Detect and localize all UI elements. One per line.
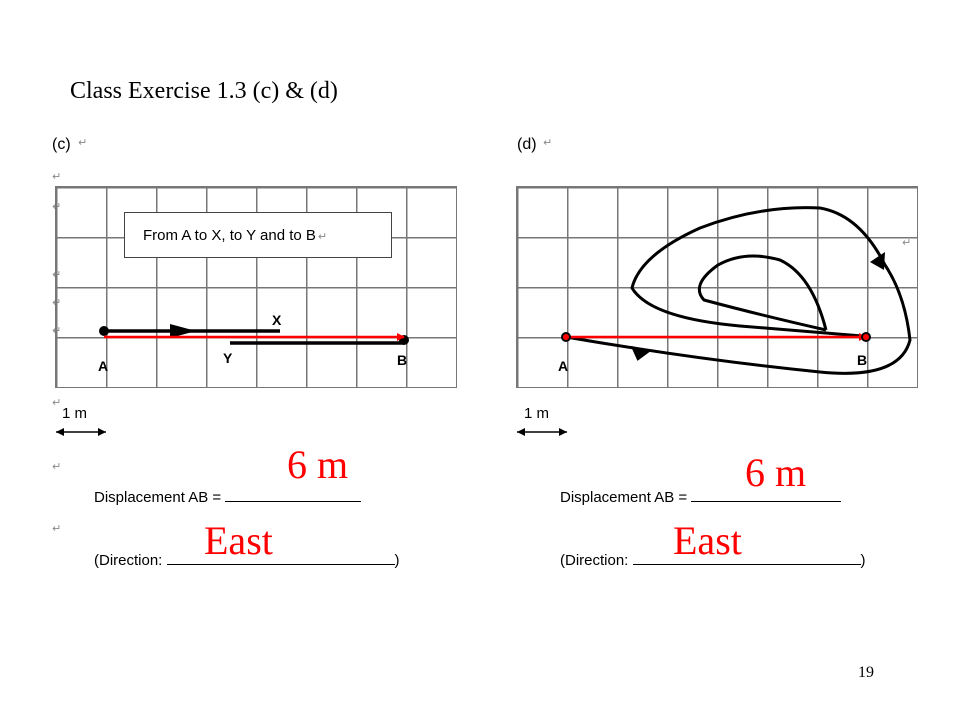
direction-blank-d	[632, 550, 861, 565]
panel-d-label: (d)	[517, 136, 537, 153]
slide-title: Class Exercise 1.3 (c) & (d)	[70, 78, 338, 104]
displacement-label-c: Displacement AB =	[94, 489, 222, 506]
route-note-box: From A to X, to Y and to B ↵	[124, 212, 392, 258]
answer-direction-d: East	[673, 518, 742, 563]
label-point-a-d: A	[558, 358, 569, 374]
displacement-label-d: Displacement AB =	[560, 489, 688, 506]
label-point-y-c: Y	[223, 350, 233, 366]
scale-bar-c	[56, 428, 106, 436]
route-note-text: From A to X, to Y and to B	[143, 227, 316, 244]
label-point-x-c: X	[272, 312, 282, 328]
answer-displacement-d: 6 m	[745, 450, 807, 495]
label-point-b-d: B	[857, 352, 868, 368]
arrowhead-icon	[170, 324, 196, 338]
direction-label-c: (Direction:	[94, 552, 163, 569]
panel-c-path	[99, 324, 409, 345]
displacement-line-d: Displacement AB =	[560, 487, 842, 506]
scale-label-c: 1 m	[62, 405, 88, 422]
direction-close-c: )	[394, 552, 400, 569]
point-a-dot	[99, 326, 109, 336]
paragraph-mark-icon: ↵	[78, 136, 88, 149]
curved-path-inner	[697, 254, 828, 332]
arrowhead-icon	[870, 252, 885, 270]
scale-bar-d	[517, 428, 567, 436]
label-point-a-c: A	[98, 358, 109, 374]
displacement-blank-d	[691, 487, 842, 502]
panel-d-path	[561, 206, 912, 375]
arrowhead-icon	[630, 345, 652, 361]
direction-blank-c	[166, 550, 395, 565]
paragraph-mark-icon: ↵	[52, 170, 62, 183]
slide-number: 19	[858, 664, 874, 681]
label-point-b-c: B	[397, 352, 408, 368]
displacement-line-c: Displacement AB =	[94, 487, 362, 506]
scale-label-d: 1 m	[524, 405, 550, 422]
paragraph-mark-icon: ↵	[52, 522, 62, 535]
direction-line-d: (Direction: )	[560, 550, 866, 569]
point-b-red-dot	[863, 334, 869, 340]
answer-direction-c: East	[204, 518, 273, 563]
direction-close-d: )	[860, 552, 866, 569]
direction-label-d: (Direction:	[560, 552, 629, 569]
direction-line-c: (Direction: )	[94, 550, 400, 569]
curved-path-outer	[565, 206, 912, 375]
point-a-red-dot	[563, 334, 569, 340]
panel-c-label: (c)	[52, 136, 71, 153]
paragraph-mark-icon: ↵	[52, 396, 62, 409]
paragraph-mark-icon: ↵	[317, 230, 328, 243]
answer-displacement-c: 6 m	[287, 442, 349, 487]
paragraph-mark-icon: ↵	[543, 136, 553, 149]
displacement-blank-c	[225, 487, 362, 502]
paragraph-mark-icon: ↵	[52, 460, 62, 473]
